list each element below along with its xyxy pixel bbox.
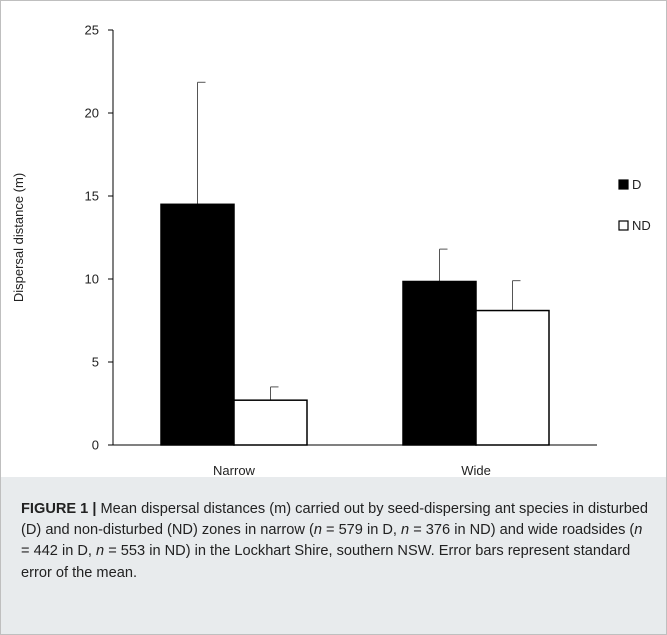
y-tick-label: 25: [85, 23, 99, 38]
legend-label-nd: ND: [632, 218, 651, 233]
x-tick-label: Wide: [461, 463, 491, 475]
y-tick-label: 0: [92, 438, 99, 453]
figure-label: FIGURE 1 |: [21, 501, 97, 517]
bar-chart: 0 5 10 15 20 25 Dispersal distance (m) Narrow Wi…: [11, 23, 651, 476]
legend-swatch-d: [618, 179, 629, 190]
legend-swatch-nd: [618, 220, 629, 231]
caption-text: = 579 in D,: [321, 522, 402, 539]
figure-caption: FIGURE 1 | Mean dispersal distances (m) …: [21, 499, 651, 584]
bar-d-wide: [402, 280, 477, 446]
y-axis-label: Dispersal distance (m): [11, 173, 26, 302]
caption-n: n: [313, 522, 322, 539]
caption-n: n: [634, 522, 643, 539]
x-tick-label: Narrow: [213, 463, 256, 475]
legend-label-d: D: [632, 177, 641, 192]
bar-d-narrow: [160, 203, 235, 446]
caption-text: = 553 in ND) in the Lockhart Shire, sout…: [21, 543, 631, 581]
chart-area: 0 5 10 15 20 25 Dispersal distance (m) Narrow Wi…: [9, 9, 660, 476]
y-tick-label: 15: [85, 189, 99, 204]
caption-text: = 442 in D,: [21, 543, 97, 560]
caption-text: = 376 in ND) and wide roadsides (: [409, 522, 635, 539]
bar-nd-narrow: [233, 399, 308, 446]
y-tick-label: 10: [85, 272, 99, 287]
bar-nd-wide: [475, 309, 550, 446]
caption-panel: FIGURE 1 | Mean dispersal distances (m) …: [1, 477, 666, 634]
caption-n: n: [401, 522, 410, 539]
y-tick-label: 5: [92, 355, 99, 370]
caption-text: Mean dispersal distances (m) carried out…: [21, 501, 649, 539]
caption-n: n: [96, 543, 105, 560]
y-tick-label: 20: [85, 106, 99, 121]
